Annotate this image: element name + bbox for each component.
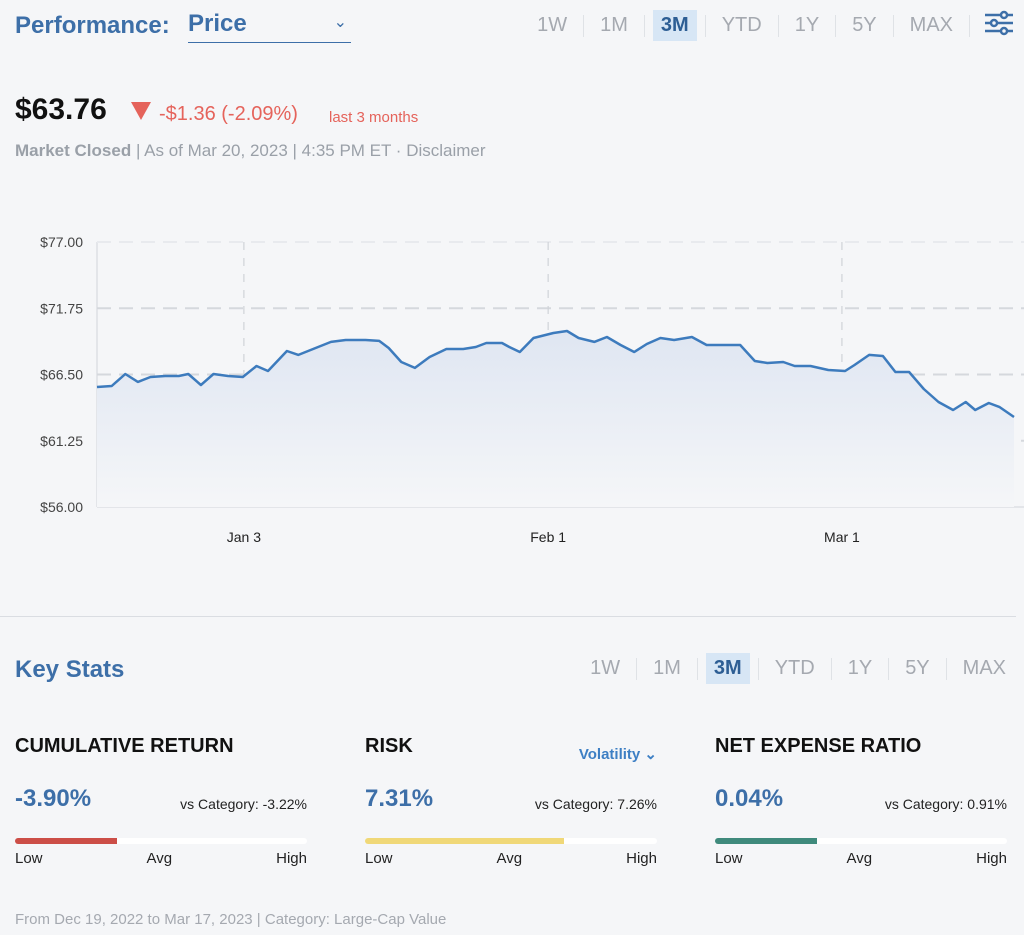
footer-note: From Dec 19, 2022 to Mar 17, 2023 | Cate…	[15, 911, 447, 928]
down-arrow-icon	[131, 102, 151, 120]
gauge-low: Low	[715, 850, 743, 867]
range-ytd[interactable]: YTD	[774, 657, 815, 679]
stat-card: NET EXPENSE RATIO 0.04% vs Category: 0.9…	[715, 735, 1007, 875]
section-divider	[0, 616, 1016, 617]
current-price: $63.76	[15, 93, 107, 126]
disclaimer-link[interactable]: Disclaimer	[406, 141, 486, 160]
key-stats-title: Key Stats	[15, 656, 125, 683]
price-change: -$1.36 (-2.09%)	[159, 103, 298, 125]
stat-gauge	[15, 838, 307, 844]
y-tick-label: $61.25	[40, 433, 83, 449]
stat-card: RISK Volatility ⌄ 7.31% vs Category: 7.2…	[365, 735, 657, 875]
range-separator	[835, 14, 837, 37]
range-ytd[interactable]: YTD	[721, 14, 762, 36]
stat-card: CUMULATIVE RETURN -3.90% vs Category: -3…	[15, 735, 307, 875]
x-tick-label: Jan 3	[227, 529, 261, 545]
range-separator	[636, 657, 638, 680]
stat-gauge	[715, 838, 1007, 844]
range-max[interactable]: MAX	[962, 657, 1006, 679]
range-max[interactable]: MAX	[909, 14, 953, 36]
range-3m[interactable]: 3M	[705, 653, 750, 684]
stat-gauge-fill	[365, 838, 564, 844]
stat-value: -3.90%	[15, 785, 92, 812]
y-tick-label: $71.75	[40, 300, 83, 316]
x-tick-label: Feb 1	[530, 529, 566, 545]
range-separator	[696, 657, 698, 680]
range-1w[interactable]: 1W	[537, 14, 568, 36]
range-separator	[757, 657, 759, 680]
gauge-avg: Avg	[496, 850, 523, 867]
gauge-high: High	[276, 850, 307, 867]
performance-label: Performance:	[15, 12, 170, 39]
chevron-down-icon: ⌄	[333, 14, 347, 31]
metric-select[interactable]: Price ⌄	[188, 10, 351, 43]
y-tick-label: $77.00	[40, 234, 83, 250]
range-1m[interactable]: 1M	[600, 14, 628, 36]
stat-gauge	[365, 838, 657, 844]
stat-heading: NET EXPENSE RATIO	[715, 735, 922, 757]
y-tick-label: $56.00	[40, 499, 83, 515]
range-separator	[583, 14, 585, 37]
range-separator	[945, 657, 947, 680]
stat-vs-category: vs Category: -3.22%	[180, 796, 307, 812]
change-period: last 3 months	[329, 109, 419, 126]
range-3m[interactable]: 3M	[652, 10, 697, 41]
range-separator	[830, 657, 832, 680]
y-tick-label: $66.50	[40, 367, 83, 383]
volatility-dropdown[interactable]: Volatility ⌄	[578, 746, 657, 763]
stat-vs-category: vs Category: 0.91%	[884, 796, 1007, 812]
range-5y[interactable]: 5Y	[905, 657, 930, 679]
stat-value: 0.04%	[715, 785, 784, 812]
range-1y[interactable]: 1Y	[847, 657, 873, 679]
range-1m[interactable]: 1M	[653, 657, 681, 679]
range-separator	[969, 14, 970, 37]
gauge-low: Low	[365, 850, 393, 867]
stat-value: 7.31%	[365, 785, 434, 812]
range-separator	[888, 657, 890, 680]
gauge-avg: Avg	[146, 850, 173, 867]
gauge-high: High	[626, 850, 657, 867]
sliders-icon[interactable]	[984, 10, 1014, 41]
as-of: | As of Mar 20, 2023 | 4:35 PM ET ·	[135, 141, 407, 160]
gauge-avg: Avg	[846, 850, 873, 867]
range-1y[interactable]: 1Y	[794, 14, 820, 36]
metric-select-value: Price	[188, 10, 247, 37]
range-1w[interactable]: 1W	[590, 657, 621, 679]
gauge-high: High	[976, 850, 1007, 867]
range-separator	[704, 14, 706, 37]
stat-heading: RISK	[365, 735, 413, 757]
price-line	[96, 329, 1015, 419]
price-area	[97, 331, 1014, 507]
price-chart[interactable]: $77.00 $71.75 $66.50 $61.25 $56.00 Jan 3 Feb 1…	[0, 220, 1024, 550]
stat-gauge-fill	[15, 838, 118, 844]
range-selector: 1W 1M 3M YTD 1Y 5Y MAX	[529, 10, 1014, 41]
market-status: Market Closed	[15, 141, 132, 160]
range-separator	[643, 14, 645, 37]
market-status-line: Market Closed | As of Mar 20, 2023 | 4:3…	[15, 141, 486, 161]
gauge-low: Low	[15, 850, 43, 867]
x-tick-label: Mar 1	[824, 529, 860, 545]
stat-vs-category: vs Category: 7.26%	[534, 796, 657, 812]
key-stats-range-selector: 1W 1M 3M YTD 1Y 5Y MAX	[582, 653, 1014, 684]
stat-gauge-fill	[715, 838, 818, 844]
range-separator	[777, 14, 779, 37]
range-separator	[892, 14, 894, 37]
range-5y[interactable]: 5Y	[852, 14, 877, 36]
stat-heading: CUMULATIVE RETURN	[15, 735, 234, 757]
